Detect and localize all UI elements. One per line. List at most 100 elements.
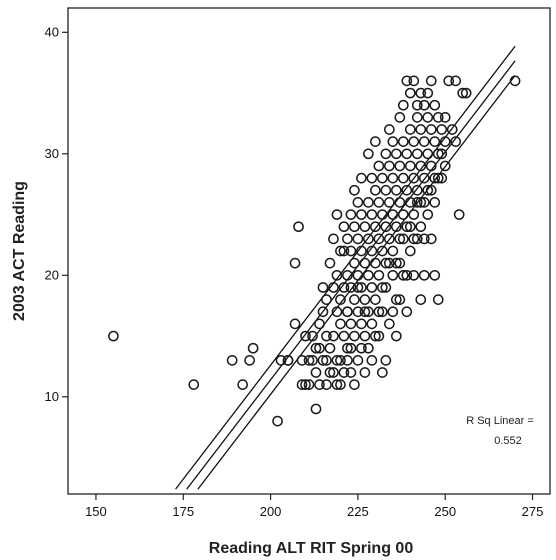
data-point [371, 259, 380, 268]
data-point [388, 174, 397, 183]
data-point [441, 113, 450, 122]
data-point [325, 344, 334, 353]
data-points [109, 76, 520, 425]
data-point [420, 271, 429, 280]
data-point [360, 331, 369, 340]
data-point [409, 76, 418, 85]
data-point [402, 149, 411, 158]
data-point [318, 283, 327, 292]
data-point [360, 295, 369, 304]
data-point [427, 234, 436, 243]
data-point [413, 113, 422, 122]
data-point [388, 246, 397, 255]
x-tick-label: 225 [347, 504, 369, 519]
data-point [437, 125, 446, 134]
data-point [378, 174, 387, 183]
x-tick-label: 150 [85, 504, 107, 519]
data-point [371, 295, 380, 304]
data-point [392, 186, 401, 195]
data-point [374, 198, 383, 207]
data-point [420, 174, 429, 183]
data-point [416, 222, 425, 231]
data-point [346, 319, 355, 328]
x-tick-label: 275 [522, 504, 544, 519]
data-point [374, 161, 383, 170]
data-point [339, 331, 348, 340]
data-point [329, 234, 338, 243]
y-tick-label: 40 [45, 24, 59, 39]
data-point [339, 222, 348, 231]
data-point [367, 210, 376, 219]
data-point [311, 404, 320, 413]
data-point [367, 319, 376, 328]
data-point [423, 113, 432, 122]
data-point [423, 88, 432, 97]
data-point [364, 149, 373, 158]
data-point [343, 356, 352, 365]
r-squared-label: R Sq Linear = [466, 415, 534, 427]
data-point [364, 344, 373, 353]
data-point [290, 259, 299, 268]
data-point [413, 149, 422, 158]
data-point [423, 210, 432, 219]
data-point [353, 234, 362, 243]
data-point [343, 234, 352, 243]
y-tick-label: 10 [45, 389, 59, 404]
data-point [228, 356, 237, 365]
data-point [364, 234, 373, 243]
data-point [367, 356, 376, 365]
data-point [399, 174, 408, 183]
data-point [350, 331, 359, 340]
data-point [371, 222, 380, 231]
data-point [406, 125, 415, 134]
data-point [343, 307, 352, 316]
data-point [402, 307, 411, 316]
data-point [350, 295, 359, 304]
data-point [367, 174, 376, 183]
data-point [399, 210, 408, 219]
y-axis: 10 20 30 40 [45, 24, 68, 404]
data-point [367, 283, 376, 292]
data-point [416, 125, 425, 134]
data-point [399, 137, 408, 146]
data-point [360, 368, 369, 377]
data-point [427, 125, 436, 134]
data-point [322, 295, 331, 304]
data-point [448, 125, 457, 134]
data-point [395, 113, 404, 122]
data-point [406, 246, 415, 255]
data-point [311, 368, 320, 377]
data-point [420, 101, 429, 110]
y-tick-label: 30 [45, 146, 59, 161]
data-point [350, 222, 359, 231]
data-point [353, 356, 362, 365]
data-point [109, 331, 118, 340]
x-tick-label: 200 [260, 504, 282, 519]
data-point [249, 344, 258, 353]
data-point [510, 76, 519, 85]
data-point [451, 76, 460, 85]
data-point [360, 222, 369, 231]
data-point [371, 137, 380, 146]
data-point [238, 380, 247, 389]
x-tick-label: 250 [434, 504, 456, 519]
data-point [381, 186, 390, 195]
data-point [395, 161, 404, 170]
data-point [420, 137, 429, 146]
data-point [409, 137, 418, 146]
data-point [388, 271, 397, 280]
y-tick-label: 20 [45, 267, 59, 282]
data-point [336, 319, 345, 328]
data-point [385, 198, 394, 207]
r-squared-value: 0.552 [494, 435, 522, 447]
data-point [395, 198, 404, 207]
y-axis-title: 2003 ACT Reading [11, 181, 28, 321]
data-point [273, 417, 282, 426]
data-point [385, 319, 394, 328]
data-point [357, 174, 366, 183]
data-point [332, 210, 341, 219]
data-point [371, 186, 380, 195]
data-point [392, 331, 401, 340]
data-point [406, 88, 415, 97]
